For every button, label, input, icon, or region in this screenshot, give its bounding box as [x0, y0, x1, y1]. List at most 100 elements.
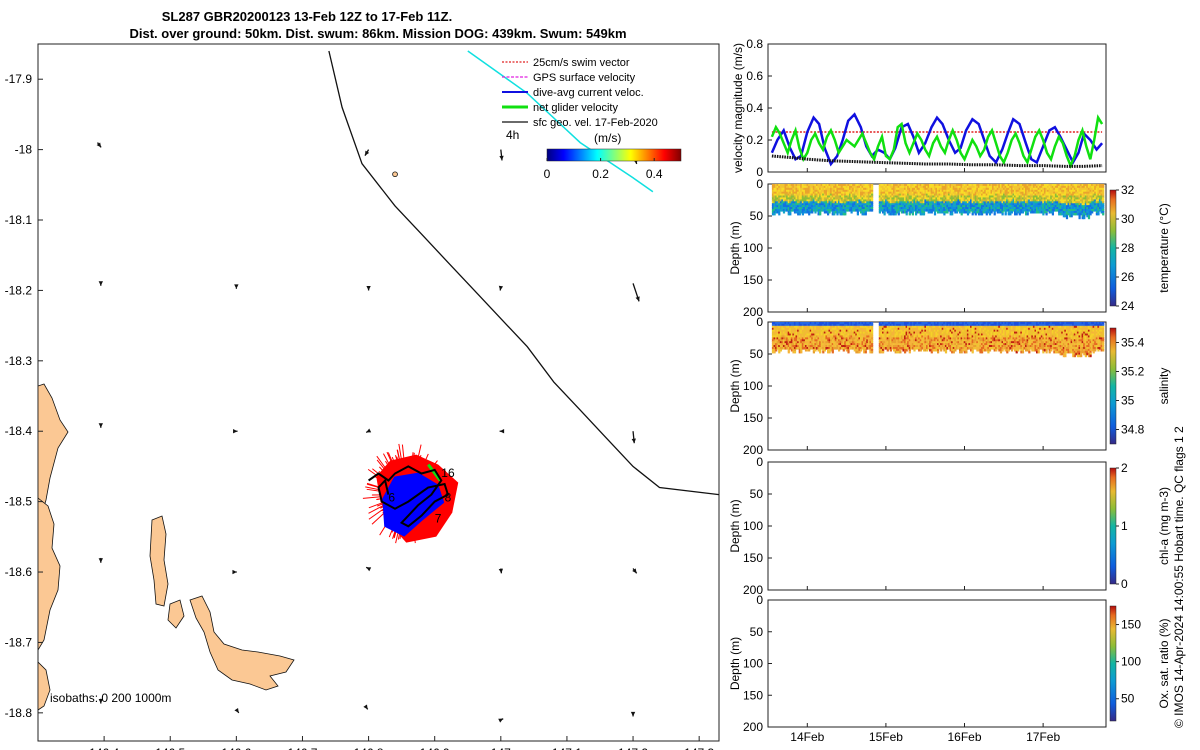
section-cell — [836, 333, 839, 337]
section-cell — [800, 187, 803, 191]
section-cell — [841, 209, 844, 212]
section-cell — [864, 209, 867, 212]
section-cell — [900, 195, 903, 199]
section-cell — [919, 339, 922, 342]
section-cell — [904, 343, 907, 346]
section-cell — [935, 347, 938, 350]
section-cell — [927, 193, 930, 197]
section-cell — [838, 193, 841, 197]
section-cell — [867, 343, 870, 346]
section-cell — [1032, 205, 1036, 208]
section-cell — [1086, 201, 1089, 204]
section-cell — [1029, 187, 1032, 191]
section-cell — [918, 199, 921, 202]
section-cell — [1081, 189, 1084, 193]
section-cell — [1032, 199, 1036, 202]
section-cell — [949, 210, 952, 214]
section-cell — [1001, 203, 1004, 206]
section-cell — [1098, 184, 1102, 187]
section-cell — [1097, 199, 1100, 202]
section-cell — [1061, 187, 1064, 191]
section-cell — [838, 325, 841, 329]
section-cell — [833, 209, 836, 212]
section-cell — [878, 322, 881, 325]
section-cell — [889, 205, 892, 208]
section-cell — [1102, 210, 1105, 214]
section-cell — [946, 201, 949, 204]
section-cell — [790, 189, 793, 193]
section-cell — [930, 191, 933, 195]
section-cell — [812, 185, 815, 189]
section-cell — [935, 337, 938, 340]
section-cell — [1048, 187, 1051, 191]
section-cell — [988, 189, 992, 193]
section-cell — [814, 347, 817, 350]
section-cell — [910, 345, 913, 348]
section-cell — [955, 205, 959, 208]
section-cell — [959, 203, 962, 206]
section-cell — [889, 325, 892, 329]
swim-vector — [410, 452, 414, 474]
section-cell — [1094, 197, 1097, 200]
section-cell — [1051, 212, 1054, 216]
section-cell — [823, 195, 826, 199]
section-cell — [918, 323, 921, 327]
section-cell — [1034, 184, 1037, 187]
section-cell — [808, 207, 811, 210]
section-cell — [804, 347, 808, 350]
section-cell — [929, 197, 932, 200]
section-cell — [867, 205, 870, 208]
section-cell — [831, 187, 834, 191]
section-cell — [938, 184, 941, 187]
section-cell — [782, 347, 786, 350]
section-cell — [808, 203, 811, 206]
geo-arrow-head — [499, 155, 504, 161]
section-cell — [878, 350, 881, 354]
section-cell — [1028, 207, 1031, 210]
section-cell — [773, 347, 776, 350]
section-cell — [1037, 185, 1040, 189]
section-cell — [776, 203, 779, 206]
section-cell — [896, 210, 899, 214]
section-cell — [985, 193, 988, 197]
section-cell — [979, 197, 982, 200]
geo-arrow-head — [98, 558, 103, 563]
section-cell — [985, 189, 988, 193]
section-cell — [1018, 212, 1021, 216]
section-cell — [918, 348, 921, 352]
section-cell — [847, 327, 850, 331]
section-cell — [981, 210, 984, 214]
section-cell — [853, 185, 856, 189]
section-cell — [905, 187, 908, 191]
section-cell — [1089, 193, 1092, 197]
section-cell — [1048, 197, 1051, 200]
section-cell — [833, 201, 836, 204]
section-cell — [787, 209, 790, 212]
section-cell — [882, 335, 885, 338]
section-cell — [1043, 185, 1047, 189]
section-cell — [938, 193, 941, 197]
section-cell — [806, 195, 809, 199]
section-cell — [882, 322, 885, 325]
section-cell — [869, 343, 872, 346]
section-cell — [849, 201, 852, 204]
section-cell — [1025, 191, 1028, 195]
section-cell — [831, 327, 834, 331]
section-cell — [924, 205, 927, 208]
section-cell — [1051, 209, 1054, 212]
section-cell — [860, 348, 863, 352]
section-cell — [916, 201, 919, 204]
section-cell — [1036, 209, 1039, 212]
section-cell — [937, 193, 940, 197]
section-cell — [804, 203, 808, 206]
section-cell — [841, 343, 844, 346]
section-cell — [784, 323, 787, 327]
section-cell — [786, 195, 789, 199]
section-cell — [825, 331, 828, 335]
section-cell — [927, 191, 930, 195]
section-cell — [894, 343, 897, 346]
section-cell — [842, 212, 845, 216]
chart-title-line1: SL287 GBR20200123 13-Feb 12Z to 17-Feb 1… — [162, 9, 452, 24]
section-cell — [963, 201, 966, 204]
section-cell — [814, 191, 817, 195]
